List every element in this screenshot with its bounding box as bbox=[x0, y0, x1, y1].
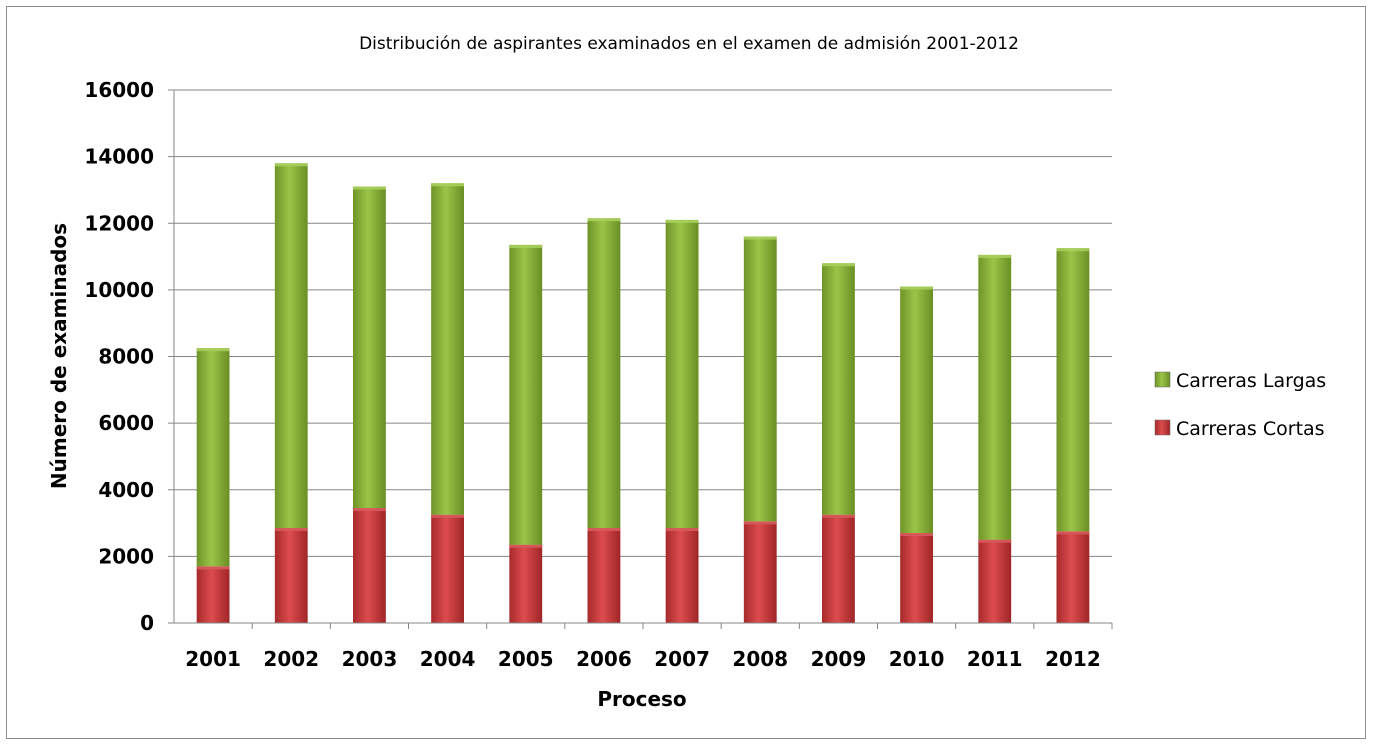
x-tick-label: 2002 bbox=[263, 647, 319, 671]
bar-top-highlight bbox=[431, 183, 464, 187]
bar-carreras-cortas-2004 bbox=[431, 514, 464, 623]
x-tick-label: 2009 bbox=[811, 647, 867, 671]
bar-carreras-cortas-2009 bbox=[822, 514, 855, 623]
y-tick-label: 16000 bbox=[84, 78, 154, 102]
x-axis-ticks: 2001 2002 2003 2004 2005 2006 2007 2008 2009 2010… bbox=[185, 623, 1113, 671]
y-tick-label: 4000 bbox=[98, 478, 154, 502]
legend-swatch-carreras-cortas bbox=[1154, 419, 1171, 436]
bar-carreras-largas-2002 bbox=[274, 163, 308, 529]
y-axis-label: Número de examinados bbox=[47, 223, 71, 489]
x-axis-label: Proceso bbox=[597, 687, 686, 711]
bar-carreras-largas-2006 bbox=[587, 218, 621, 529]
y-tick-label: 8000 bbox=[98, 345, 154, 369]
bar-top-highlight bbox=[978, 254, 1012, 258]
x-tick-label: 2006 bbox=[576, 647, 632, 671]
chart-title: Distribución de aspirantes examinados en… bbox=[359, 34, 1019, 54]
bar-top-highlight bbox=[1056, 531, 1090, 535]
bar-top-highlight bbox=[274, 163, 308, 167]
bar-top-highlight bbox=[822, 263, 855, 267]
bar-carreras-largas-2009 bbox=[822, 263, 855, 515]
x-tick-label: 2011 bbox=[967, 647, 1023, 671]
bar-carreras-cortas-2003 bbox=[353, 508, 386, 623]
x-tick-label: 2012 bbox=[1045, 647, 1101, 671]
bar-top-highlight bbox=[509, 544, 543, 548]
bar-carreras-largas-2011 bbox=[978, 254, 1012, 540]
y-tick-label: 6000 bbox=[98, 411, 154, 435]
bar-top-highlight bbox=[665, 528, 699, 532]
x-tick-label: 2005 bbox=[498, 647, 554, 671]
bar-carreras-cortas-2005 bbox=[509, 544, 543, 623]
y-tick-label: 2000 bbox=[98, 544, 154, 568]
bar-top-highlight bbox=[431, 514, 464, 518]
legend-label: Carreras Largas bbox=[1176, 370, 1326, 392]
x-tick-label: 2010 bbox=[889, 647, 945, 671]
bar-top-highlight bbox=[196, 348, 230, 352]
bar-top-highlight bbox=[587, 218, 621, 222]
bar-carreras-largas-2008 bbox=[743, 236, 777, 522]
bar-carreras-largas-2010 bbox=[900, 286, 933, 534]
bar-carreras-cortas-2010 bbox=[900, 533, 933, 623]
x-tick-label: 2003 bbox=[342, 647, 398, 671]
bar-carreras-largas-2003 bbox=[353, 186, 386, 509]
bar-top-highlight bbox=[353, 508, 386, 512]
x-tick-label: 2007 bbox=[654, 647, 710, 671]
gridlines bbox=[174, 89, 1112, 557]
bars bbox=[196, 163, 1090, 623]
bar-top-highlight bbox=[822, 514, 855, 518]
bar-carreras-largas-2001 bbox=[196, 348, 230, 567]
bar-top-highlight bbox=[743, 521, 777, 525]
bar-top-highlight bbox=[587, 528, 621, 532]
bar-top-highlight bbox=[900, 533, 933, 537]
bar-carreras-largas-2012 bbox=[1056, 248, 1090, 532]
bar-top-highlight bbox=[743, 236, 777, 240]
x-tick-label: 2004 bbox=[420, 647, 476, 671]
y-tick-label: 10000 bbox=[84, 278, 154, 302]
bar-carreras-cortas-2001 bbox=[196, 566, 230, 623]
y-axis-ticks: 0 2000 4000 6000 8000 10000 12000 14000 16000 bbox=[84, 78, 175, 635]
legend: Carreras Largas Carreras Cortas bbox=[1154, 370, 1326, 440]
bar-carreras-largas-2005 bbox=[509, 244, 543, 545]
x-tick-label: 2001 bbox=[185, 647, 241, 671]
legend-swatch-carreras-largas bbox=[1154, 371, 1171, 388]
bar-top-highlight bbox=[274, 528, 308, 532]
y-tick-label: 12000 bbox=[84, 211, 154, 235]
bar-top-highlight bbox=[509, 244, 543, 248]
bar-carreras-largas-2007 bbox=[665, 219, 699, 529]
bar-top-highlight bbox=[196, 566, 230, 570]
bar-carreras-cortas-2012 bbox=[1056, 531, 1090, 623]
x-tick-label: 2008 bbox=[732, 647, 788, 671]
legend-label: Carreras Cortas bbox=[1176, 418, 1325, 440]
bar-top-highlight bbox=[978, 539, 1012, 543]
bar-top-highlight bbox=[665, 219, 699, 223]
bar-top-highlight bbox=[900, 286, 933, 290]
bar-carreras-cortas-2002 bbox=[274, 528, 308, 623]
bar-top-highlight bbox=[353, 186, 386, 190]
bar-carreras-cortas-2006 bbox=[587, 528, 621, 623]
y-tick-label: 14000 bbox=[84, 145, 154, 169]
bar-carreras-cortas-2008 bbox=[743, 521, 777, 623]
bar-carreras-largas-2004 bbox=[431, 183, 464, 515]
y-tick-label: 0 bbox=[140, 611, 154, 635]
bar-carreras-cortas-2007 bbox=[665, 528, 699, 623]
bar-top-highlight bbox=[1056, 248, 1090, 252]
bar-carreras-cortas-2011 bbox=[978, 539, 1012, 623]
